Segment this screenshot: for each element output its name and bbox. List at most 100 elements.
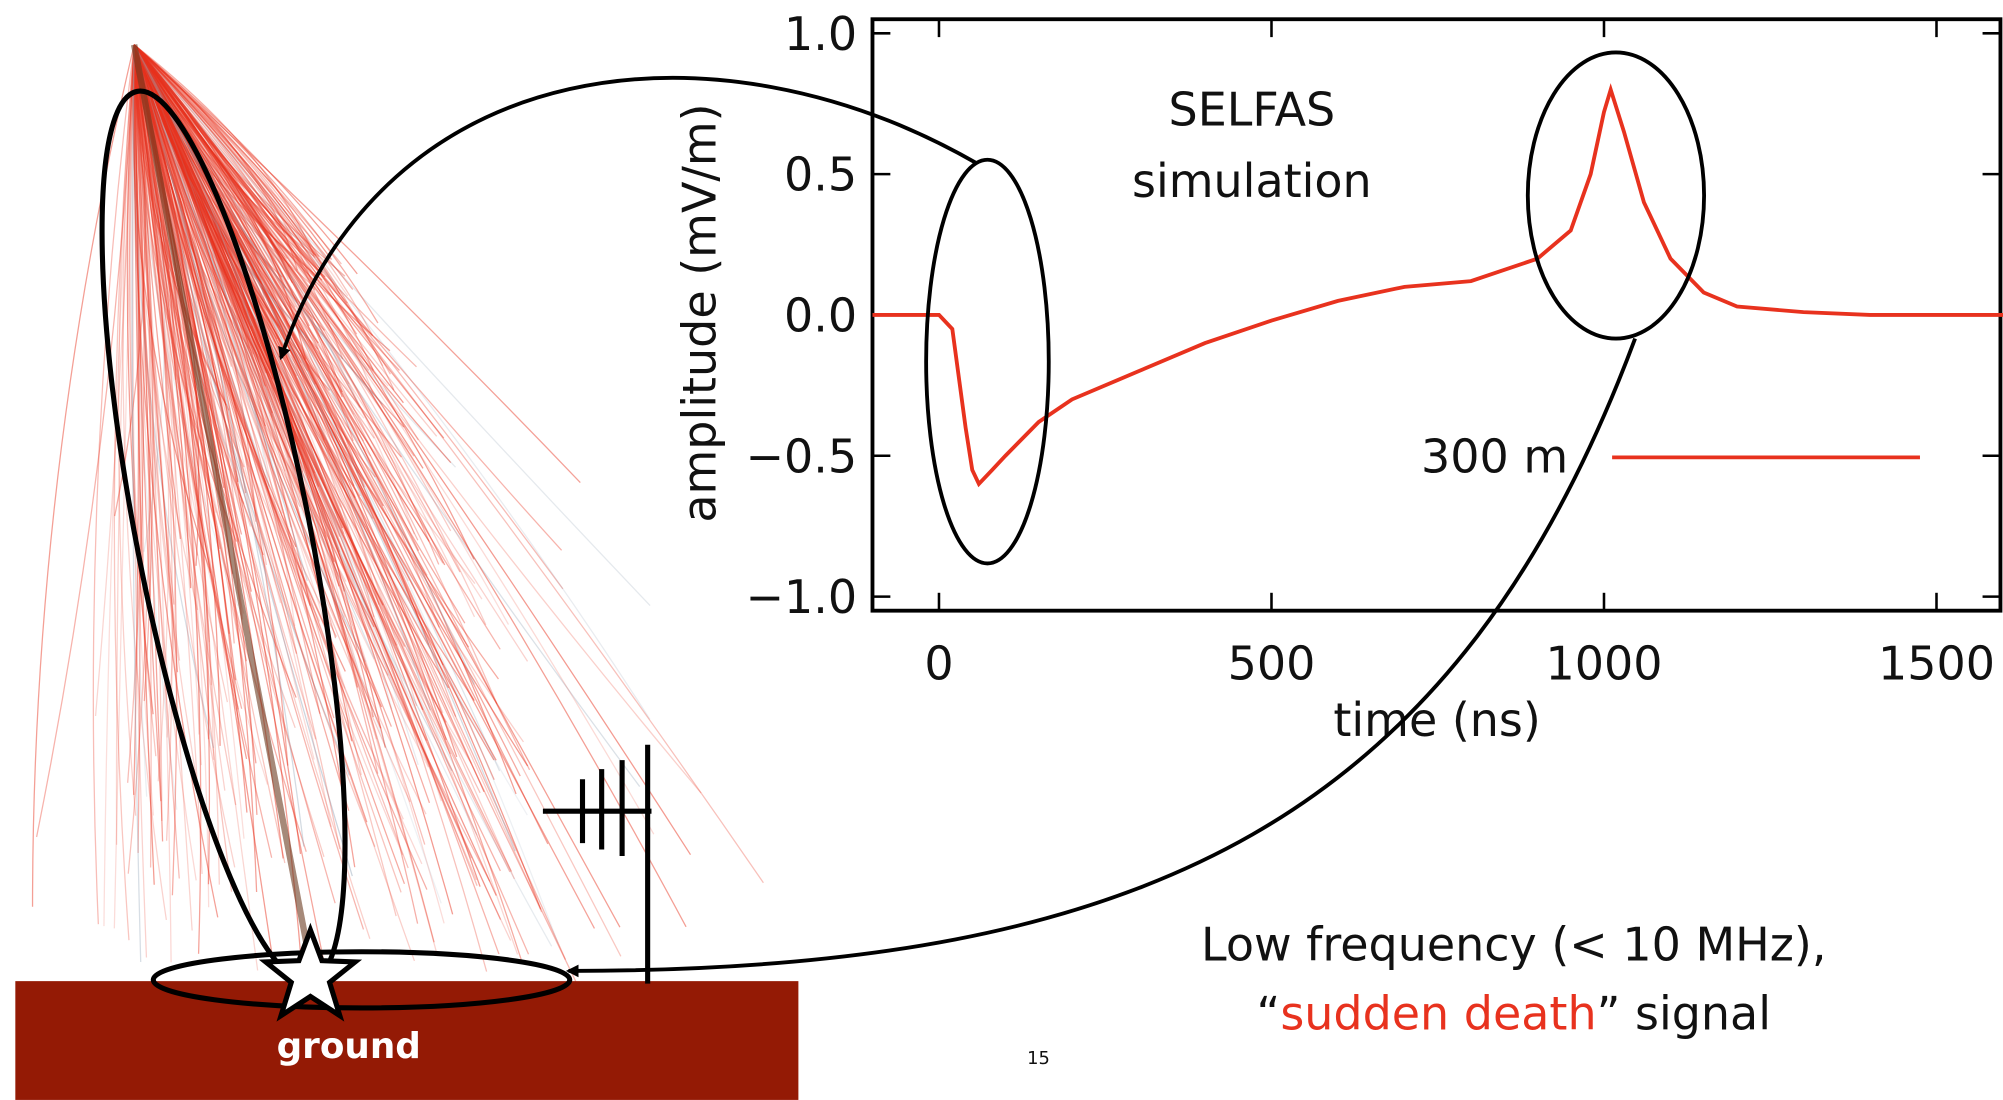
- track: [133, 44, 290, 280]
- track: [129, 44, 155, 816]
- caption-line: “sudden death” signal: [1256, 987, 1771, 1041]
- track: [133, 44, 354, 442]
- track: [133, 44, 316, 291]
- track: [133, 44, 340, 587]
- track: [133, 44, 182, 540]
- track: [133, 44, 297, 698]
- track: [133, 44, 444, 666]
- track: [133, 44, 476, 618]
- track: [133, 44, 197, 881]
- track: [131, 44, 142, 963]
- track: [133, 44, 323, 266]
- track: [133, 44, 343, 398]
- track: [133, 44, 406, 885]
- track: [133, 44, 411, 803]
- track: [133, 44, 346, 618]
- track: [133, 44, 567, 960]
- track: [133, 44, 269, 785]
- track: [133, 44, 404, 404]
- track: [133, 44, 265, 301]
- track: [133, 44, 181, 661]
- track: [133, 44, 140, 795]
- track: [133, 44, 452, 532]
- track: [133, 44, 252, 326]
- track: [133, 44, 477, 881]
- track: [133, 44, 264, 294]
- track: [133, 44, 245, 494]
- track: [133, 44, 172, 963]
- track: [133, 44, 453, 772]
- track: [133, 44, 294, 294]
- onset-ellipse: [924, 157, 1051, 566]
- track: [133, 44, 345, 592]
- x-tick-label: 1500: [1878, 637, 1995, 691]
- track: [133, 44, 281, 328]
- track: [133, 44, 392, 727]
- track: [133, 44, 475, 701]
- track: [133, 44, 419, 924]
- track: [133, 44, 374, 519]
- shower-image: [31, 44, 764, 984]
- track: [133, 44, 341, 553]
- track: [133, 44, 440, 628]
- track: [133, 44, 346, 277]
- track: [133, 44, 488, 972]
- track: [130, 44, 148, 797]
- track: [133, 44, 203, 874]
- track: [133, 44, 424, 469]
- track: [133, 44, 400, 371]
- track: [133, 44, 692, 856]
- track: [133, 44, 244, 620]
- track: [133, 44, 279, 327]
- track: [133, 44, 316, 259]
- track: [133, 44, 395, 391]
- track: [133, 44, 332, 828]
- y-tick-label: −1.0: [746, 570, 858, 624]
- track: [133, 44, 347, 449]
- track: [133, 44, 389, 387]
- legend-label: 300 m: [1421, 430, 1568, 484]
- core: [130, 44, 317, 978]
- track: [133, 44, 365, 488]
- caption-line: Low frequency (< 10 MHz),: [1201, 918, 1826, 972]
- track: [133, 44, 481, 794]
- track: [133, 44, 524, 743]
- track: [133, 44, 439, 957]
- track: [133, 44, 356, 499]
- track: [133, 44, 305, 847]
- track: [133, 44, 356, 868]
- track: [133, 44, 355, 415]
- track: [133, 44, 344, 529]
- track: [103, 44, 135, 927]
- track: [133, 44, 368, 823]
- track: [133, 44, 180, 879]
- track: [133, 44, 521, 777]
- track: [133, 44, 420, 551]
- track: [133, 44, 466, 624]
- track: [133, 44, 359, 474]
- track: [133, 44, 343, 393]
- track: [133, 44, 543, 913]
- track: [133, 44, 361, 497]
- track: [114, 44, 146, 517]
- track: [133, 44, 222, 528]
- track: [133, 44, 358, 275]
- track: [133, 44, 764, 884]
- track: [35, 44, 135, 838]
- track: [133, 44, 375, 628]
- track: [133, 44, 178, 810]
- track: [133, 44, 419, 441]
- track: [133, 44, 152, 868]
- track: [133, 44, 391, 352]
- track: [133, 44, 374, 336]
- track: [133, 44, 461, 573]
- track: [133, 44, 519, 955]
- track: [133, 44, 402, 893]
- track: [133, 44, 299, 271]
- track: [133, 44, 442, 904]
- x-tick-label: 0: [924, 637, 953, 691]
- track: [133, 44, 164, 842]
- track: [133, 44, 512, 941]
- track: [133, 44, 233, 367]
